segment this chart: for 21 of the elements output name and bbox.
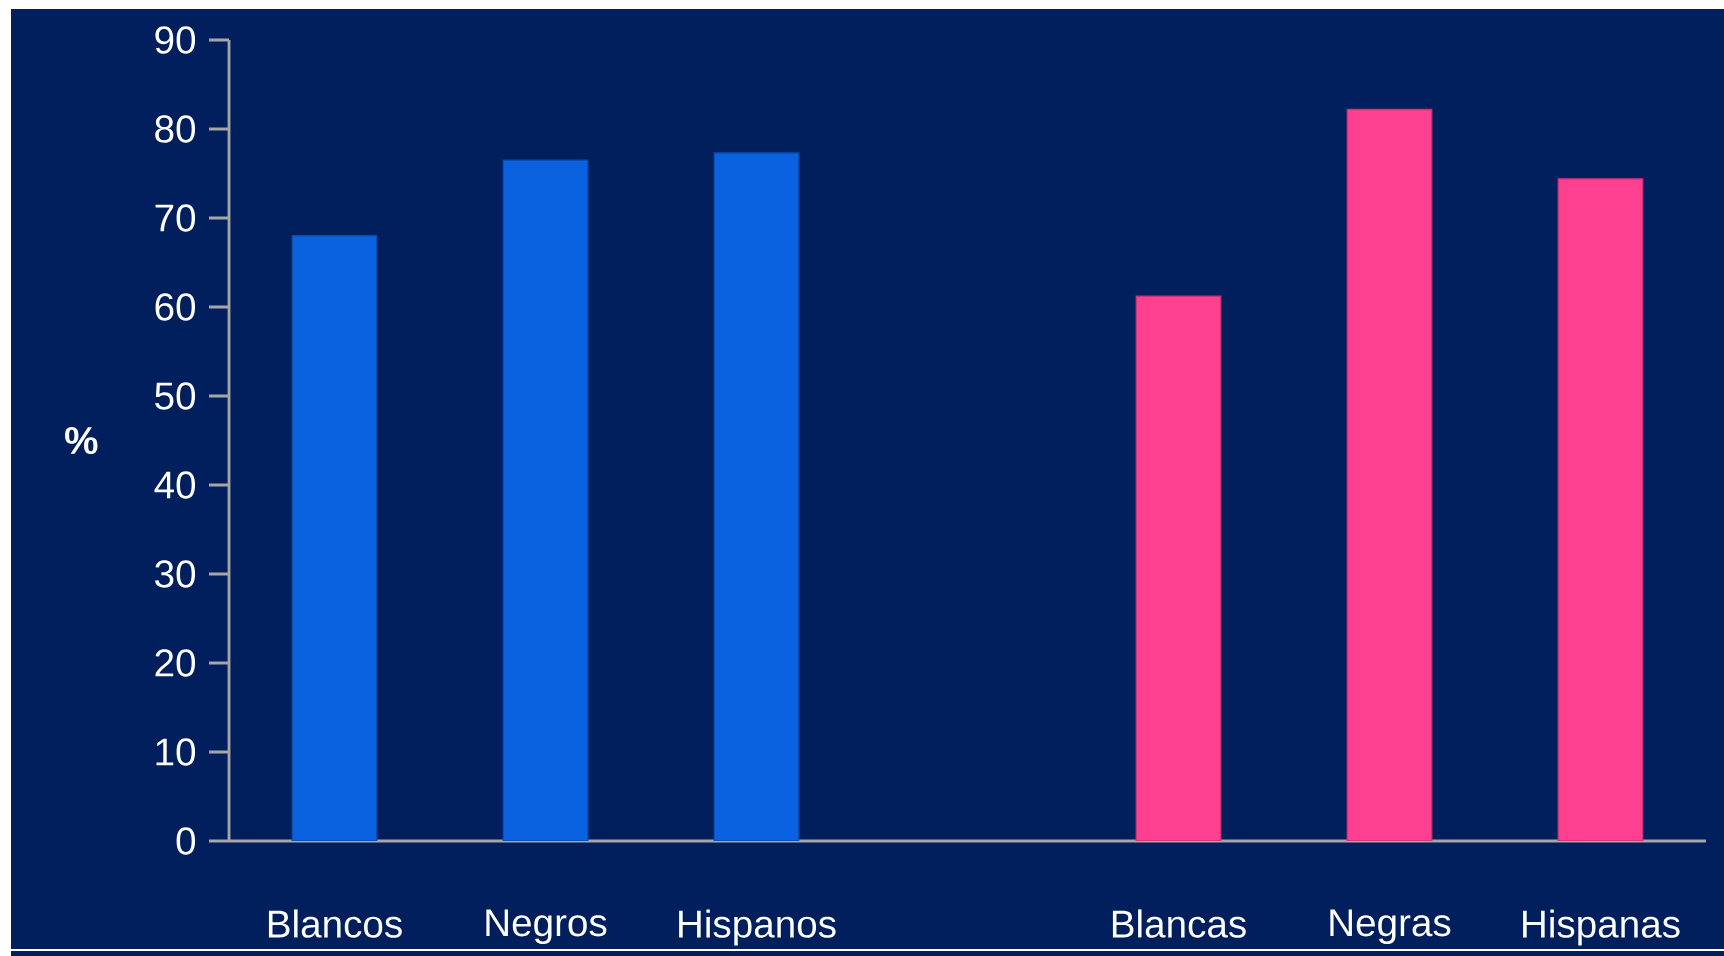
y-tick-label: 30 <box>155 560 196 588</box>
x-tick-label: Blancos <box>268 909 402 938</box>
x-tick-label: Blancas <box>1112 909 1246 938</box>
y-tick-label: 70 <box>155 204 196 232</box>
y-tick-label: 90 <box>155 26 196 54</box>
y-tick-label: 40 <box>154 471 196 499</box>
bar <box>502 159 589 841</box>
bar <box>1557 178 1644 841</box>
y-tick-label: 80 <box>155 115 196 143</box>
x-tick-label: Hispanas <box>1523 909 1680 946</box>
x-tick-label: Hispanos <box>679 909 836 946</box>
bar <box>713 152 800 841</box>
y-tick-label: 20 <box>155 649 196 677</box>
y-tick-label: 50 <box>155 382 196 410</box>
x-tick-label: Negros <box>486 909 607 944</box>
y-axis-title: % <box>65 426 98 455</box>
bar <box>291 235 378 841</box>
y-tick-label: 0 <box>176 827 196 855</box>
x-tick-label: Negras <box>1330 909 1451 944</box>
y-tick-label: 10 <box>156 738 196 766</box>
y-tick-label: 60 <box>155 293 196 321</box>
